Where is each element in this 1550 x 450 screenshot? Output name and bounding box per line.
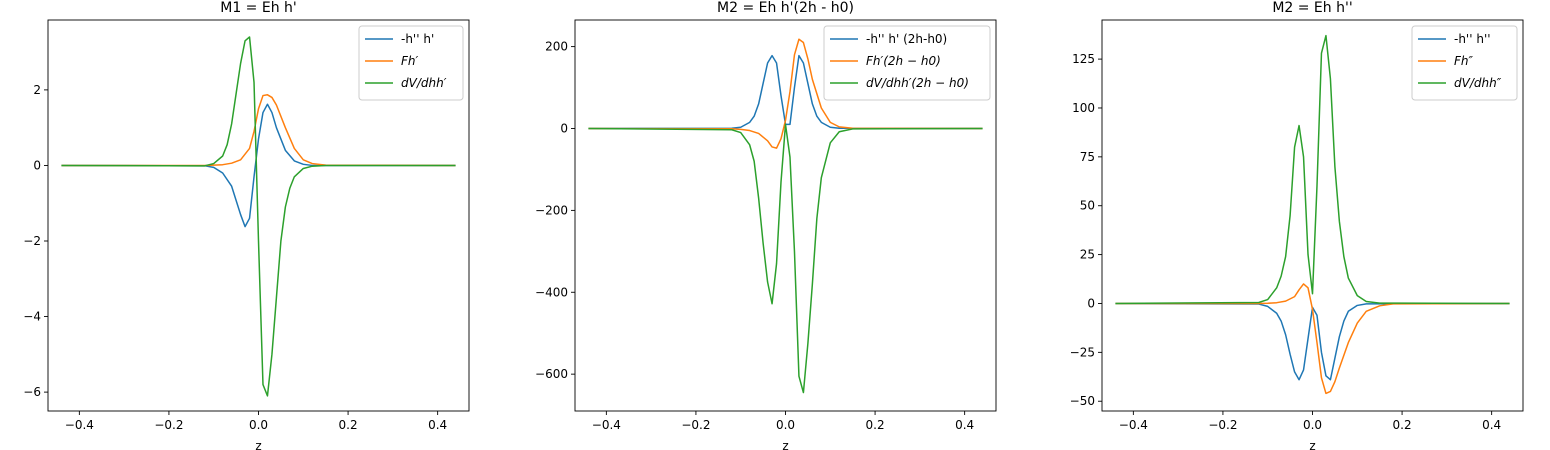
x-tick-label: 0.2 bbox=[1393, 418, 1412, 432]
x-axis-label-2: z bbox=[782, 439, 788, 450]
legend-entry: Fh′(2h − h0) bbox=[866, 54, 941, 68]
series-line-3 bbox=[61, 36, 456, 397]
legend-entry: -h'' h' (2h-h0) bbox=[866, 32, 947, 46]
y-tick-label: −6 bbox=[23, 385, 41, 399]
legend-entry: Fh′ bbox=[401, 54, 419, 68]
x-tick-label: 0.4 bbox=[955, 418, 974, 432]
x-tick-label: −0.2 bbox=[681, 418, 710, 432]
legend-entry: -h'' h'' bbox=[1454, 32, 1491, 46]
x-tick-label: 0.0 bbox=[249, 418, 268, 432]
chart-panel-1: M1 = Eh h' z −0.4 −0.2 0.0 0.2 0.4 −6−4−202 … bbox=[23, 0, 470, 450]
y-ticks-3: −50 −25 0 25 50 75 100 125 bbox=[1070, 52, 1102, 408]
series-line-3 bbox=[1115, 34, 1510, 305]
y-tick-label: −4 bbox=[23, 310, 41, 324]
x-ticks-2: −0.4 −0.2 0.0 0.2 0.4 bbox=[592, 411, 974, 432]
chart-title-2: M2 = Eh h'(2h - h0) bbox=[717, 0, 854, 16]
legend-box bbox=[358, 25, 464, 101]
y-tick-label: 0 bbox=[560, 121, 568, 135]
chart-panel-2: M2 = Eh h'(2h - h0) z −0.4 −0.2 0.0 0.2 0.4 … bbox=[535, 0, 997, 450]
y-ticks-1: −6 −4 −2 0 2 bbox=[23, 83, 48, 399]
series-lines-1 bbox=[61, 36, 456, 397]
series-line-3 bbox=[588, 123, 983, 394]
legend-2: -h'' h' (2h-h0) Fh′(2h − h0) dV/dhh′(2h − … bbox=[823, 25, 991, 101]
y-ticks-2: −600 −400 −200 0 200 bbox=[535, 40, 575, 381]
x-tick-label: −0.4 bbox=[65, 418, 94, 432]
legend-box bbox=[823, 25, 991, 101]
y-tick-label: 2 bbox=[33, 83, 41, 97]
x-tick-label: 0.0 bbox=[776, 418, 795, 432]
legend-entry: Fh″ bbox=[1454, 54, 1474, 68]
y-tick-label: −50 bbox=[1070, 394, 1095, 408]
y-tick-label: −400 bbox=[535, 285, 568, 299]
legend-3: -h'' h'' Fh″ dV/dhh″ bbox=[1411, 25, 1518, 101]
x-tick-label: 0.0 bbox=[1303, 418, 1322, 432]
chart-title-1: M1 = Eh h' bbox=[220, 0, 297, 16]
chart-panel-3: M2 = Eh h'' z −0.4 −0.2 0.0 0.2 0.4 −50 −25 0 2… bbox=[1070, 0, 1524, 450]
y-tick-label: −25 bbox=[1070, 345, 1095, 359]
y-tick-label: 200 bbox=[545, 40, 568, 54]
x-axis-label-3: z bbox=[1309, 439, 1315, 450]
y-tick-label: −600 bbox=[535, 367, 568, 381]
series-lines-3 bbox=[1115, 34, 1510, 395]
x-ticks-3: −0.4 −0.2 0.0 0.2 0.4 bbox=[1119, 411, 1501, 432]
x-tick-label: 0.2 bbox=[339, 418, 358, 432]
x-tick-label: −0.2 bbox=[1208, 418, 1237, 432]
x-ticks-1: −0.4 −0.2 0.0 0.2 0.4 bbox=[65, 411, 447, 432]
legend-entry: -h'' h' bbox=[401, 32, 434, 46]
series-line-2 bbox=[588, 38, 983, 149]
y-tick-label: 75 bbox=[1080, 150, 1095, 164]
legend-box bbox=[1411, 25, 1518, 101]
y-tick-label: 0 bbox=[33, 158, 41, 172]
y-tick-label: 25 bbox=[1080, 248, 1095, 262]
y-tick-label: −2 bbox=[23, 234, 41, 248]
y-tick-label: −200 bbox=[535, 203, 568, 217]
x-tick-label: 0.2 bbox=[866, 418, 885, 432]
x-tick-label: −0.4 bbox=[592, 418, 621, 432]
series-lines-2 bbox=[588, 38, 983, 394]
series-line-1 bbox=[61, 103, 456, 228]
series-line-2 bbox=[1115, 283, 1510, 395]
x-tick-label: −0.2 bbox=[154, 418, 183, 432]
x-tick-label: 0.4 bbox=[1482, 418, 1501, 432]
chart-title-3: M2 = Eh h'' bbox=[1272, 0, 1352, 16]
x-tick-label: −0.4 bbox=[1119, 418, 1148, 432]
y-tick-label: 50 bbox=[1080, 199, 1095, 213]
legend-1: -h'' h' Fh′ dV/dhh′ bbox=[358, 25, 464, 101]
y-tick-label: 100 bbox=[1072, 101, 1095, 115]
series-line-2 bbox=[61, 94, 456, 167]
legend-entry: dV/dhh′ bbox=[401, 76, 447, 90]
y-tick-label: 125 bbox=[1072, 52, 1095, 66]
y-tick-label: 0 bbox=[1087, 296, 1095, 310]
legend-entry: dV/dhh′(2h − h0) bbox=[866, 76, 969, 90]
x-tick-label: 0.4 bbox=[428, 418, 447, 432]
x-axis-label-1: z bbox=[255, 439, 261, 450]
legend-entry: dV/dhh″ bbox=[1454, 76, 1502, 90]
